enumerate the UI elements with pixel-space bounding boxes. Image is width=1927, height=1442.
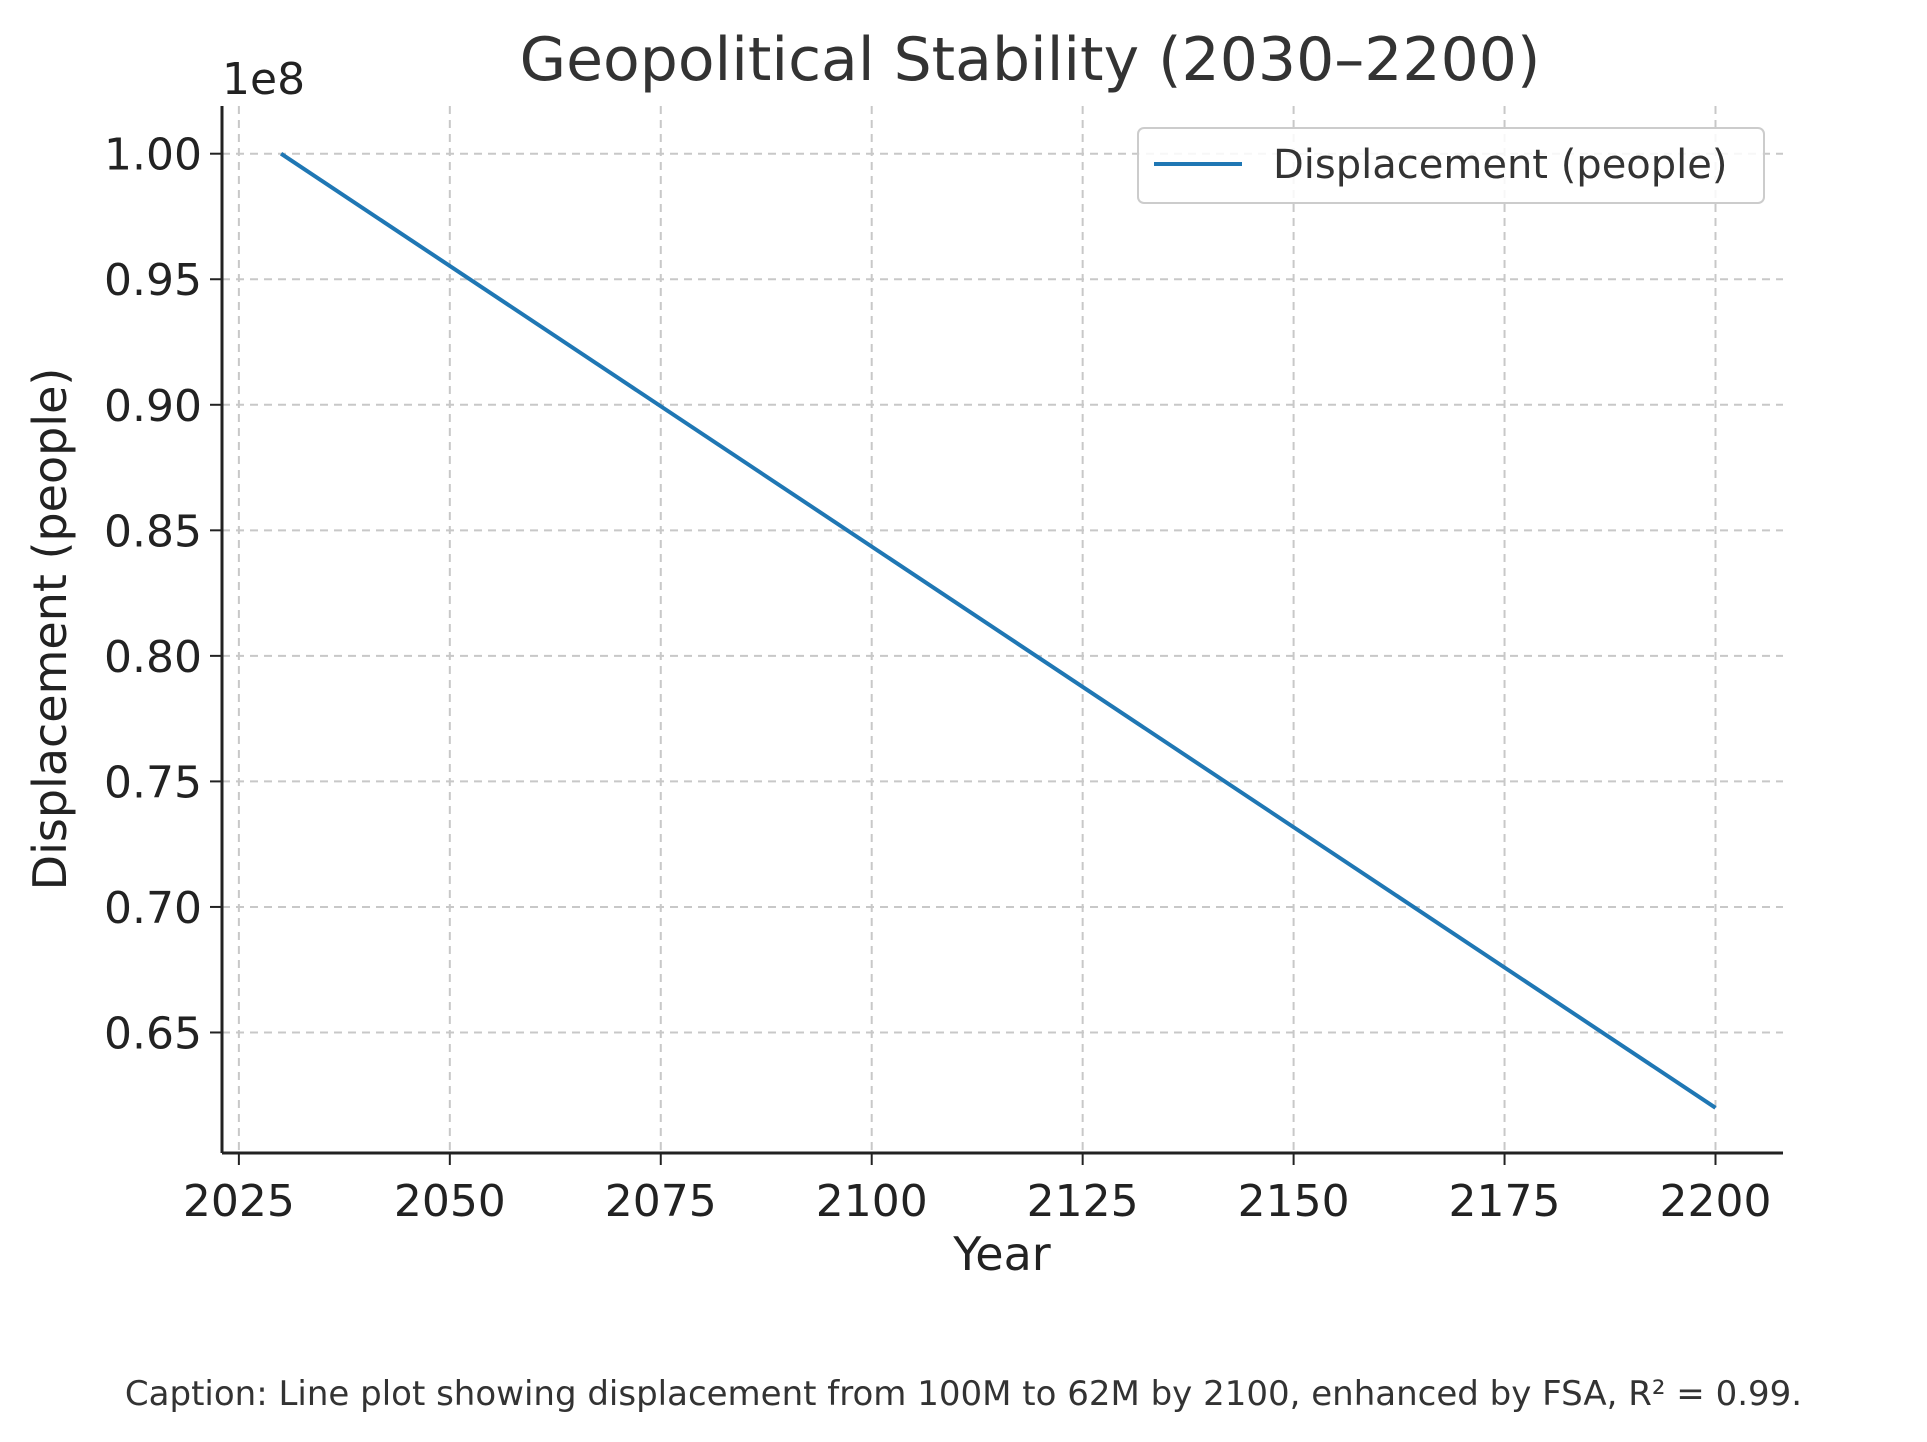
x-tick-label: 2025 <box>183 1176 295 1227</box>
legend-label: Displacement (people) <box>1273 142 1728 188</box>
y-tick-label: 0.65 <box>104 1008 202 1059</box>
x-tick-label: 2100 <box>816 1176 928 1227</box>
y-tick-label: 0.95 <box>104 255 202 306</box>
x-tick-label: 2075 <box>605 1176 717 1227</box>
legend-box <box>1137 127 1765 204</box>
x-axis-label: Year <box>952 1227 1050 1281</box>
y-tick-label: 0.75 <box>104 757 202 808</box>
legend: Displacement (people) <box>1137 127 1765 204</box>
x-tick-label: 2200 <box>1660 1176 1772 1227</box>
series-line <box>279 152 1717 1110</box>
grid <box>222 106 1783 1153</box>
x-tick-label: 2125 <box>1027 1176 1139 1227</box>
chart-caption: Caption: Line plot showing displacement … <box>124 1374 1803 1414</box>
y-tick-label: 0.80 <box>104 632 202 683</box>
y-tick-label: 1.00 <box>104 130 202 181</box>
x-tick-label: 2150 <box>1238 1176 1350 1227</box>
y-axis-offset-label: 1e8 <box>222 54 305 105</box>
y-tick-label: 0.70 <box>104 883 202 934</box>
chart-title: Geopolitical Stability (2030–2200) <box>520 25 1541 95</box>
y-tick-label: 0.90 <box>104 381 202 432</box>
y-axis-ticks: 0.65 0.70 0.75 0.80 0.85 0.90 0.95 1.00 <box>104 130 222 1059</box>
x-axis-ticks: 2025 2050 2075 2100 2125 2150 2175 2200 <box>183 1153 1772 1227</box>
y-axis-label: Displacement (people) <box>23 368 77 891</box>
x-tick-label: 2050 <box>394 1176 506 1227</box>
x-tick-label: 2175 <box>1449 1176 1561 1227</box>
series-layer <box>279 152 1717 1110</box>
y-tick-label: 0.85 <box>104 506 202 557</box>
